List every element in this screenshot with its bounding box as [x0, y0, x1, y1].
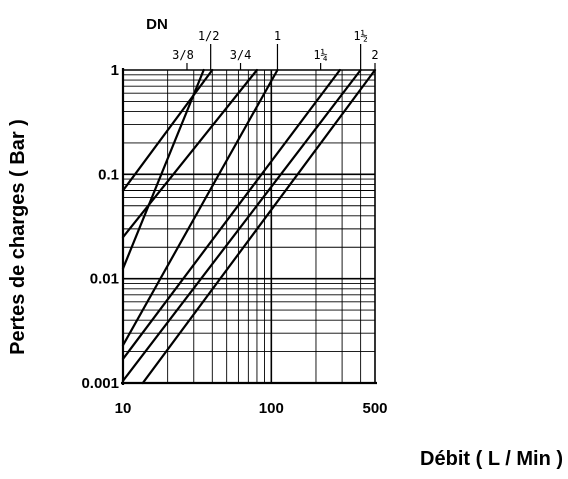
dn-series-label: 1 — [274, 29, 281, 43]
frame-layer — [121, 68, 377, 385]
series-line — [141, 68, 377, 385]
series-line — [121, 68, 342, 361]
dn-series-label: 1½ — [353, 29, 367, 43]
series-line — [121, 68, 362, 382]
y-tick-label: 0.001 — [81, 375, 119, 392]
y-tick-label: 0.01 — [90, 271, 119, 288]
x-axis-title: Débit ( L / Min ) — [420, 448, 563, 470]
x-tick-label: 100 — [259, 400, 284, 417]
series-line — [121, 68, 205, 270]
label-layer: 0.001 0.01 0.1 1 10 100 500 3/8 1/2 3/4 1 1¼ 1½ 2 — [81, 29, 387, 417]
dn-series-label: 1¼ — [313, 48, 327, 62]
top-axis-title: DN — [146, 16, 168, 33]
y-tick-label: 1 — [111, 62, 119, 79]
series-line — [121, 68, 279, 347]
series-line — [121, 68, 259, 239]
series-layer — [121, 68, 377, 385]
y-axis-title: Pertes de charges ( Bar ) — [7, 119, 29, 355]
series-line — [121, 68, 214, 192]
y-tick-label: 0.1 — [98, 166, 119, 183]
grid-layer — [122, 69, 376, 384]
x-tick-label: 500 — [362, 400, 387, 417]
dn-series-label: 2 — [371, 48, 378, 62]
dn-series-label: 3/8 — [172, 48, 194, 62]
x-tick-label: 10 — [115, 400, 132, 417]
dn-series-label: 3/4 — [230, 48, 252, 62]
dn-series-label: 1/2 — [198, 29, 220, 43]
